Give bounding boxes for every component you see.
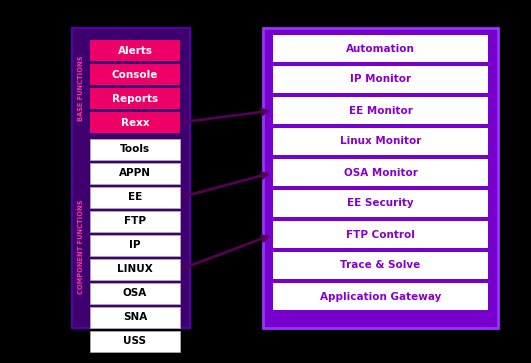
Bar (90, 211, 180, 232)
Bar (90, 40, 180, 61)
Bar (273, 35, 488, 62)
Bar (90, 88, 180, 109)
Bar (263, 28, 498, 328)
Text: FTP: FTP (124, 216, 146, 227)
Text: FTP Control: FTP Control (346, 229, 415, 240)
Bar (90, 187, 180, 208)
Bar (72, 28, 190, 328)
Bar (273, 252, 488, 279)
Bar (90, 112, 180, 133)
Bar (273, 66, 488, 93)
Text: EE Monitor: EE Monitor (348, 106, 413, 115)
Text: Tools: Tools (120, 144, 150, 155)
Text: BASE FUNCTIONS: BASE FUNCTIONS (78, 55, 84, 121)
Text: EE: EE (128, 192, 142, 203)
Text: Application Gateway: Application Gateway (320, 291, 441, 302)
Bar (90, 283, 180, 304)
Text: COMPONENT FUNCTIONS: COMPONENT FUNCTIONS (78, 200, 84, 294)
Bar (90, 64, 180, 85)
Text: OSA: OSA (123, 289, 147, 298)
Bar (90, 235, 180, 256)
Text: IP: IP (129, 241, 141, 250)
Bar (90, 139, 180, 160)
Text: Alerts: Alerts (117, 45, 152, 56)
Text: LINUX: LINUX (117, 265, 153, 274)
Text: IP Monitor: IP Monitor (350, 74, 411, 85)
Bar (90, 163, 180, 184)
Text: Linux Monitor: Linux Monitor (340, 136, 421, 147)
Bar (273, 97, 488, 124)
Text: Trace & Solve: Trace & Solve (340, 261, 421, 270)
Bar (273, 190, 488, 217)
Text: Reports: Reports (112, 94, 158, 103)
Text: OSA Monitor: OSA Monitor (344, 167, 417, 178)
Text: Rexx: Rexx (121, 118, 149, 127)
Text: APPN: APPN (119, 168, 151, 179)
Bar (273, 283, 488, 310)
Text: EE Security: EE Security (347, 199, 414, 208)
Bar (273, 128, 488, 155)
Text: Console: Console (112, 69, 158, 79)
Bar (90, 331, 180, 352)
Text: Automation: Automation (346, 44, 415, 53)
Bar (273, 159, 488, 186)
Text: SNA: SNA (123, 313, 147, 322)
Bar (90, 307, 180, 328)
Text: USS: USS (124, 337, 147, 347)
Bar (90, 259, 180, 280)
Bar (273, 221, 488, 248)
